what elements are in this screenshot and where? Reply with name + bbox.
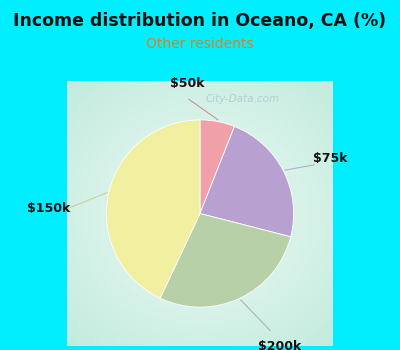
Text: Income distribution in Oceano, CA (%): Income distribution in Oceano, CA (%) xyxy=(14,12,386,30)
Text: $50k: $50k xyxy=(170,77,204,90)
Wedge shape xyxy=(160,214,291,307)
Wedge shape xyxy=(200,126,294,237)
Wedge shape xyxy=(200,120,234,214)
Text: $150k: $150k xyxy=(27,202,70,215)
Text: City-Data.com: City-Data.com xyxy=(205,94,280,104)
Text: Other residents: Other residents xyxy=(146,37,254,51)
Text: $75k: $75k xyxy=(312,152,347,164)
Text: $200k: $200k xyxy=(258,340,302,350)
Wedge shape xyxy=(106,120,200,298)
